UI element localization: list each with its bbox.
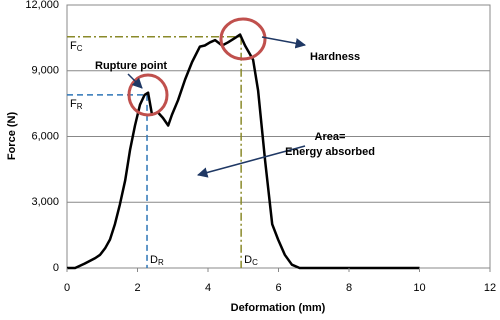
reference-x-label: DC <box>244 254 258 267</box>
reference-y-label-main: F <box>70 40 77 52</box>
x-tick-label: 12 <box>484 282 496 294</box>
x-tick-label: 8 <box>346 282 352 294</box>
grid <box>67 4 490 269</box>
reference-y-label-main: F <box>70 98 77 110</box>
x-tick-label: 10 <box>413 282 425 294</box>
reference-lines <box>67 36 242 268</box>
x-tick-label: 6 <box>275 282 281 294</box>
reference-y-label: FR <box>70 98 83 111</box>
reference-x-label-sub: R <box>158 258 164 267</box>
x-axis-title: Deformation (mm) <box>231 302 326 314</box>
hardness-circle <box>219 17 267 61</box>
area-label: Energy absorbed <box>285 146 375 158</box>
reference-x-label-main: D <box>244 254 252 266</box>
hardness-label: Hardness <box>310 51 360 63</box>
reference-y-label: FC <box>70 40 83 53</box>
plot <box>67 33 420 270</box>
reference-y-label-sub: R <box>77 102 83 111</box>
rupture-label: Rupture point <box>95 60 167 72</box>
area-label: Area= <box>315 131 346 143</box>
y-tick-label: 9,000 <box>31 65 59 77</box>
x-tick-label: 0 <box>64 282 70 294</box>
x-tick-label: 2 <box>134 282 140 294</box>
y-tick-label: 12,000 <box>25 0 59 11</box>
area-arrow <box>196 145 306 178</box>
curve <box>67 33 420 270</box>
rupture-circle <box>127 73 169 117</box>
reference-x-label: DR <box>150 254 164 267</box>
x-tick-label: 4 <box>205 282 211 294</box>
reference-y-label-sub: C <box>77 44 83 53</box>
y-tick-label: 3,000 <box>31 196 59 208</box>
rupture-arrow <box>127 73 143 89</box>
reference-x-label-sub: C <box>252 258 258 267</box>
reference-x-label-main: D <box>150 254 158 266</box>
y-axis-title: Force (N) <box>6 112 18 161</box>
hardness-arrow <box>261 36 307 49</box>
y-tick-label: 6,000 <box>31 130 59 142</box>
y-tick-label: 0 <box>53 262 59 274</box>
